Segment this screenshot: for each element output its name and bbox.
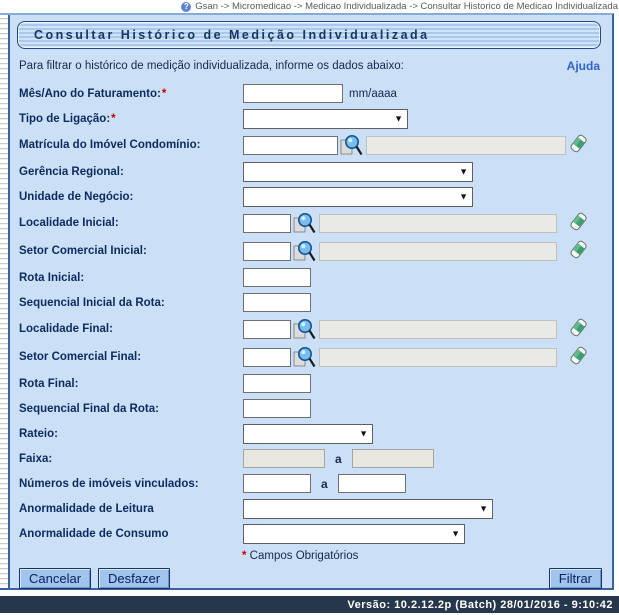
- setor-final-input[interactable]: [243, 347, 291, 367]
- rota-inicial-input[interactable]: [243, 268, 311, 287]
- setor-inicial-description: [319, 241, 557, 261]
- sequencial-inicial-label: Sequencial Inicial da Rota:: [19, 296, 165, 309]
- gerencia-regional-select[interactable]: [243, 161, 473, 182]
- rota-inicial-label: Rota Inicial:: [19, 271, 85, 284]
- action-buttons: Cancelar Desfazer Filtrar: [17, 568, 604, 589]
- field-row-matricula: Matrícula do Imóvel Condomínio:: [17, 131, 604, 159]
- help-icon[interactable]: ?: [181, 1, 192, 12]
- required-asterisk: *: [242, 550, 247, 562]
- eraser-icon[interactable]: [568, 240, 588, 262]
- setor-inicial-label: Setor Comercial Inicial:: [19, 245, 147, 257]
- search-icon[interactable]: [293, 317, 316, 341]
- main-panel: Consultar Histórico de Medição Individua…: [0, 13, 614, 590]
- left-grip-decoration: [0, 15, 10, 588]
- range-separator: a: [321, 476, 328, 491]
- field-row-rota-final: Rota Final:: [17, 371, 604, 396]
- mes-ano-input[interactable]: [243, 84, 343, 103]
- field-row-setor-inicial: Setor Comercial Inicial:: [17, 237, 604, 265]
- version-text: Versão: 10.2.12.2p (Batch) 28/01/2016 - …: [347, 598, 613, 611]
- field-row-mes-ano: Mês/Ano do Faturamento:* mm/aaaa: [17, 81, 604, 106]
- rota-final-input[interactable]: [243, 374, 311, 393]
- rota-final-label: Rota Final:: [19, 377, 79, 390]
- gerencia-label: Gerência Regional:: [19, 165, 124, 178]
- field-row-anormalidade-leitura: Anormalidade de Leitura ▼: [17, 496, 604, 521]
- matricula-label: Matrícula do Imóvel Condomínio:: [19, 139, 201, 151]
- localidade-inicial-input[interactable]: [243, 213, 291, 233]
- range-separator: a: [335, 451, 342, 466]
- field-row-tipo-ligacao: Tipo de Ligação:* ▼: [17, 106, 604, 131]
- version-footer: Versão: 10.2.12.2p (Batch) 28/01/2016 - …: [0, 596, 619, 613]
- field-row-unidade: Unidade de Negócio: ▼: [17, 184, 604, 209]
- localidade-inicial-label: Localidade Inicial:: [19, 217, 119, 229]
- numeros-imoveis-ate-input[interactable]: [337, 474, 406, 493]
- anormalidade-leitura-select[interactable]: [243, 498, 493, 519]
- faixa-de-input: [243, 449, 325, 468]
- field-row-faixa: Faixa: a: [17, 446, 604, 471]
- eraser-icon[interactable]: [568, 318, 588, 340]
- required-fields-note: * Campos Obrigatórios: [242, 550, 359, 562]
- field-row-gerencia: Gerência Regional: ▼: [17, 159, 604, 184]
- matricula-input[interactable]: [243, 135, 338, 155]
- setor-inicial-input[interactable]: [243, 241, 291, 261]
- search-icon[interactable]: [340, 133, 363, 157]
- matricula-description: [366, 135, 566, 155]
- eraser-icon[interactable]: [568, 134, 588, 156]
- field-row-numeros-imoveis: Números de imóveis vinculados: a: [17, 471, 604, 496]
- numeros-imoveis-de-input[interactable]: [243, 474, 311, 493]
- localidade-inicial-description: [319, 213, 557, 233]
- search-icon[interactable]: [293, 239, 316, 263]
- numeros-imoveis-label: Números de imóveis vinculados:: [19, 477, 199, 490]
- desfazer-button[interactable]: Desfazer: [98, 568, 171, 589]
- unidade-negocio-label: Unidade de Negócio:: [19, 190, 134, 203]
- sequencial-inicial-input[interactable]: [243, 293, 311, 312]
- field-row-setor-final: Setor Comercial Final:: [17, 343, 604, 371]
- date-format-hint: mm/aaaa: [349, 87, 397, 100]
- sequencial-final-label: Sequencial Final da Rota:: [19, 402, 159, 415]
- field-row-anormalidade-consumo: Anormalidade de Consumo ▼: [17, 521, 604, 546]
- required-asterisk: *: [111, 112, 116, 125]
- localidade-final-input[interactable]: [243, 319, 291, 339]
- anormalidade-consumo-select[interactable]: [243, 523, 465, 544]
- field-row-sequencial-final: Sequencial Final da Rota:: [17, 396, 604, 421]
- page-title-text: Consultar Histórico de Medição Individua…: [34, 28, 430, 42]
- field-row-localidade-inicial: Localidade Inicial:: [17, 209, 604, 237]
- sequencial-final-input[interactable]: [243, 399, 311, 418]
- breadcrumb-text: Gsan -> Micromedicao -> Medicao Individu…: [195, 1, 618, 12]
- anormalidade-leitura-label: Anormalidade de Leitura: [19, 502, 154, 515]
- filtrar-button[interactable]: Filtrar: [548, 568, 602, 589]
- eraser-icon[interactable]: [568, 212, 588, 234]
- anormalidade-consumo-label: Anormalidade de Consumo: [19, 527, 169, 540]
- tipo-ligacao-select[interactable]: [243, 108, 408, 129]
- field-row-localidade-final: Localidade Final:: [17, 315, 604, 343]
- field-row-sequencial-inicial: Sequencial Inicial da Rota:: [17, 290, 604, 315]
- ajuda-link[interactable]: Ajuda: [566, 59, 600, 73]
- search-icon[interactable]: [293, 211, 316, 235]
- rateio-label: Rateio:: [19, 427, 58, 440]
- intro-text: Para filtrar o histórico de medição indi…: [19, 60, 404, 72]
- tipo-ligacao-label: Tipo de Ligação:*: [19, 112, 116, 125]
- mes-ano-label: Mês/Ano do Faturamento:*: [19, 87, 167, 100]
- required-asterisk: *: [161, 87, 167, 100]
- setor-final-label: Setor Comercial Final:: [19, 351, 142, 363]
- unidade-negocio-select[interactable]: [243, 186, 473, 207]
- localidade-final-label: Localidade Final:: [19, 323, 113, 335]
- setor-final-description: [319, 347, 557, 367]
- search-icon[interactable]: [293, 345, 316, 369]
- faixa-ate-input: [351, 449, 434, 468]
- localidade-final-description: [319, 319, 557, 339]
- eraser-icon[interactable]: [568, 346, 588, 368]
- cancelar-button[interactable]: Cancelar: [19, 568, 92, 589]
- field-row-rota-inicial: Rota Inicial:: [17, 265, 604, 290]
- field-row-rateio: Rateio: ▼: [17, 421, 604, 446]
- faixa-label: Faixa:: [19, 452, 53, 465]
- breadcrumb: ? Gsan -> Micromedicao -> Medicao Indivi…: [0, 0, 619, 13]
- page-title: Consultar Histórico de Medição Individua…: [17, 21, 601, 49]
- rateio-select[interactable]: [243, 423, 373, 444]
